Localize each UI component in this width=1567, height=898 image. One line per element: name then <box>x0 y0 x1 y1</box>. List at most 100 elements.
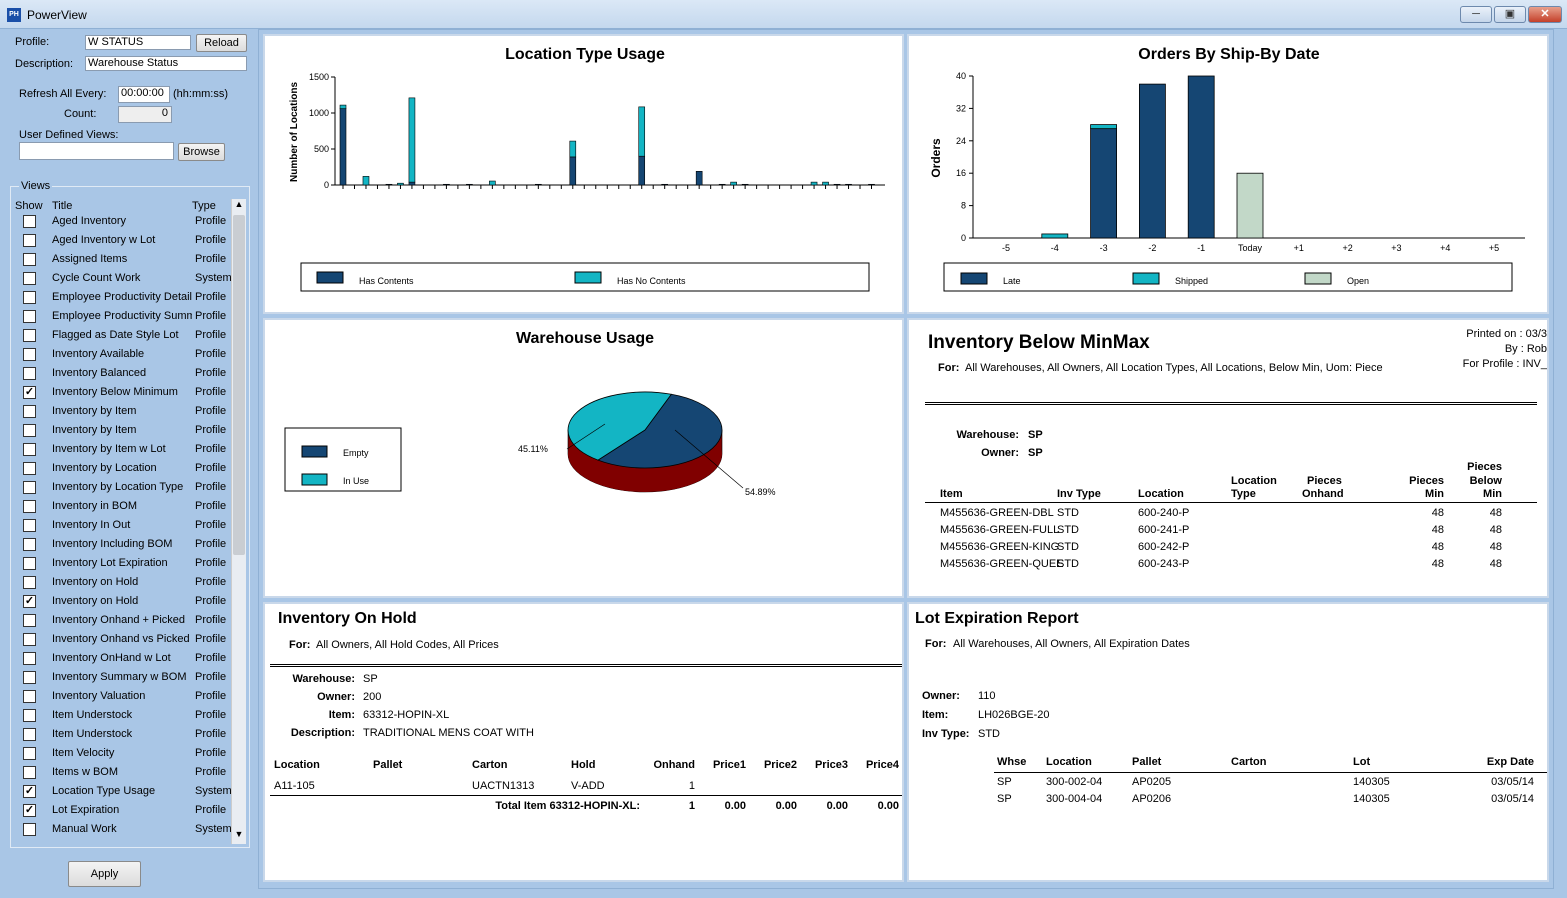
view-row[interactable]: ✓ Lot Expiration Profile <box>11 802 231 821</box>
show-checkbox[interactable] <box>23 519 36 532</box>
cell-inv-type: STD <box>1057 541 1079 553</box>
minimize-button[interactable]: ─ <box>1460 6 1492 23</box>
show-checkbox[interactable] <box>23 728 36 741</box>
x-tick-label: +1 <box>1294 243 1304 253</box>
view-row[interactable]: Aged Inventory Profile <box>11 213 231 232</box>
view-row[interactable]: Inventory Valuation Profile <box>11 688 231 707</box>
bar-has-no-contents <box>810 181 818 186</box>
user-defined-views-input[interactable] <box>19 142 174 160</box>
show-checkbox[interactable] <box>23 329 36 342</box>
view-row[interactable]: Inventory Onhand vs Picked Profile <box>11 631 231 650</box>
show-checkbox[interactable] <box>23 443 36 456</box>
view-row[interactable]: Inventory OnHand w Lot Profile <box>11 650 231 669</box>
view-row[interactable]: Inventory Summary w BOM Profile <box>11 669 231 688</box>
show-checkbox[interactable] <box>23 690 36 703</box>
view-row[interactable]: ✓ Inventory on Hold Profile <box>11 593 231 612</box>
view-type: Profile <box>195 481 227 493</box>
view-row[interactable]: Manual Work System <box>11 821 231 840</box>
cell-pieces-below-min: 48 <box>1489 524 1502 536</box>
view-row[interactable]: Inventory by Item Profile <box>11 403 231 422</box>
show-checkbox[interactable] <box>23 576 36 589</box>
cell-lot: 140305 <box>1353 776 1390 788</box>
view-row[interactable]: Inventory by Item Profile <box>11 422 231 441</box>
view-row[interactable]: Flagged as Date Style Lot Profile <box>11 327 231 346</box>
scroll-thumb[interactable] <box>233 215 245 555</box>
legend-box <box>943 262 1513 292</box>
show-checkbox[interactable]: ✓ <box>23 386 36 399</box>
minimize-icon: ─ <box>1472 8 1480 20</box>
maximize-button[interactable]: ▣ <box>1494 6 1526 23</box>
show-checkbox[interactable] <box>23 310 36 323</box>
apply-button[interactable]: Apply <box>68 861 141 887</box>
view-row[interactable]: Inventory Including BOM Profile <box>11 536 231 555</box>
show-checkbox[interactable] <box>23 405 36 418</box>
printed-by: By : Rob <box>1504 343 1547 355</box>
description-input[interactable]: Warehouse Status <box>85 56 247 71</box>
show-checkbox[interactable] <box>23 823 36 836</box>
cell-item: M455636-GREEN-QUEE <box>940 558 1064 570</box>
views-scrollbar[interactable]: ▲ ▼ <box>231 199 246 844</box>
x-tick-label: -5 <box>1002 243 1010 253</box>
view-row[interactable]: Inventory by Location Type Profile <box>11 479 231 498</box>
show-checkbox[interactable] <box>23 614 36 627</box>
view-row[interactable]: Cycle Count Work System <box>11 270 231 289</box>
reload-button[interactable]: Reload <box>196 34 247 52</box>
show-checkbox[interactable] <box>23 348 36 361</box>
show-checkbox[interactable] <box>23 481 36 494</box>
show-checkbox[interactable] <box>23 557 36 570</box>
view-row[interactable]: ✓ Inventory Below Minimum Profile <box>11 384 231 403</box>
view-row[interactable]: Employee Productivity Detail Profile <box>11 289 231 308</box>
show-checkbox[interactable]: ✓ <box>23 595 36 608</box>
lot-expiration-table: Whse Location Pallet Carton Lot Exp Date SP 300… <box>909 754 1547 814</box>
show-checkbox[interactable] <box>23 462 36 475</box>
view-row[interactable]: Inventory in BOM Profile <box>11 498 231 517</box>
show-checkbox[interactable] <box>23 633 36 646</box>
refresh-input[interactable]: 00:00:00 <box>118 86 170 103</box>
legend-swatch <box>1304 272 1332 285</box>
show-checkbox[interactable] <box>23 538 36 551</box>
view-row[interactable]: Inventory In Out Profile <box>11 517 231 536</box>
show-checkbox[interactable]: ✓ <box>23 785 36 798</box>
scroll-down-icon[interactable]: ▼ <box>234 829 244 839</box>
show-checkbox[interactable] <box>23 747 36 760</box>
show-checkbox[interactable] <box>23 367 36 380</box>
view-type: Profile <box>195 405 227 417</box>
show-checkbox[interactable] <box>23 272 36 285</box>
show-checkbox[interactable] <box>23 671 36 684</box>
header-pieces-below-2: Below <box>1469 475 1502 487</box>
profile-input[interactable]: W STATUS <box>85 35 191 50</box>
view-row[interactable]: Aged Inventory w Lot Profile <box>11 232 231 251</box>
view-row[interactable]: Inventory Balanced Profile <box>11 365 231 384</box>
show-checkbox[interactable] <box>23 253 36 266</box>
view-type: Profile <box>195 652 227 664</box>
view-row[interactable]: Inventory on Hold Profile <box>11 574 231 593</box>
cell-inv-type: STD <box>1057 507 1079 519</box>
scroll-up-icon[interactable]: ▲ <box>234 199 244 209</box>
show-checkbox[interactable] <box>23 291 36 304</box>
show-checkbox[interactable] <box>23 215 36 228</box>
show-checkbox[interactable]: ✓ <box>23 804 36 817</box>
view-row[interactable]: Items w BOM Profile <box>11 764 231 783</box>
chart-title: Location Type Usage <box>505 46 665 63</box>
view-row[interactable]: Assigned Items Profile <box>11 251 231 270</box>
close-button[interactable]: ✕ <box>1528 6 1562 23</box>
view-row[interactable]: Item Velocity Profile <box>11 745 231 764</box>
browse-button[interactable]: Browse <box>178 143 225 161</box>
show-checkbox[interactable] <box>23 766 36 779</box>
show-checkbox[interactable] <box>23 234 36 247</box>
view-row[interactable]: Inventory Available Profile <box>11 346 231 365</box>
view-row[interactable]: ✓ Location Type Usage System <box>11 783 231 802</box>
legend-label: Open <box>1347 276 1369 286</box>
cell-onhand: 1 <box>688 780 695 792</box>
show-checkbox[interactable] <box>23 652 36 665</box>
show-checkbox[interactable] <box>23 500 36 513</box>
view-row[interactable]: Inventory Onhand + Picked Profile <box>11 612 231 631</box>
view-row[interactable]: Inventory Lot Expiration Profile <box>11 555 231 574</box>
show-checkbox[interactable] <box>23 424 36 437</box>
view-row[interactable]: Inventory by Item w Lot Profile <box>11 441 231 460</box>
view-row[interactable]: Inventory by Location Profile <box>11 460 231 479</box>
view-row[interactable]: Item Understock Profile <box>11 707 231 726</box>
view-row[interactable]: Employee Productivity Summa Profile <box>11 308 231 327</box>
show-checkbox[interactable] <box>23 709 36 722</box>
view-row[interactable]: Item Understock Profile <box>11 726 231 745</box>
